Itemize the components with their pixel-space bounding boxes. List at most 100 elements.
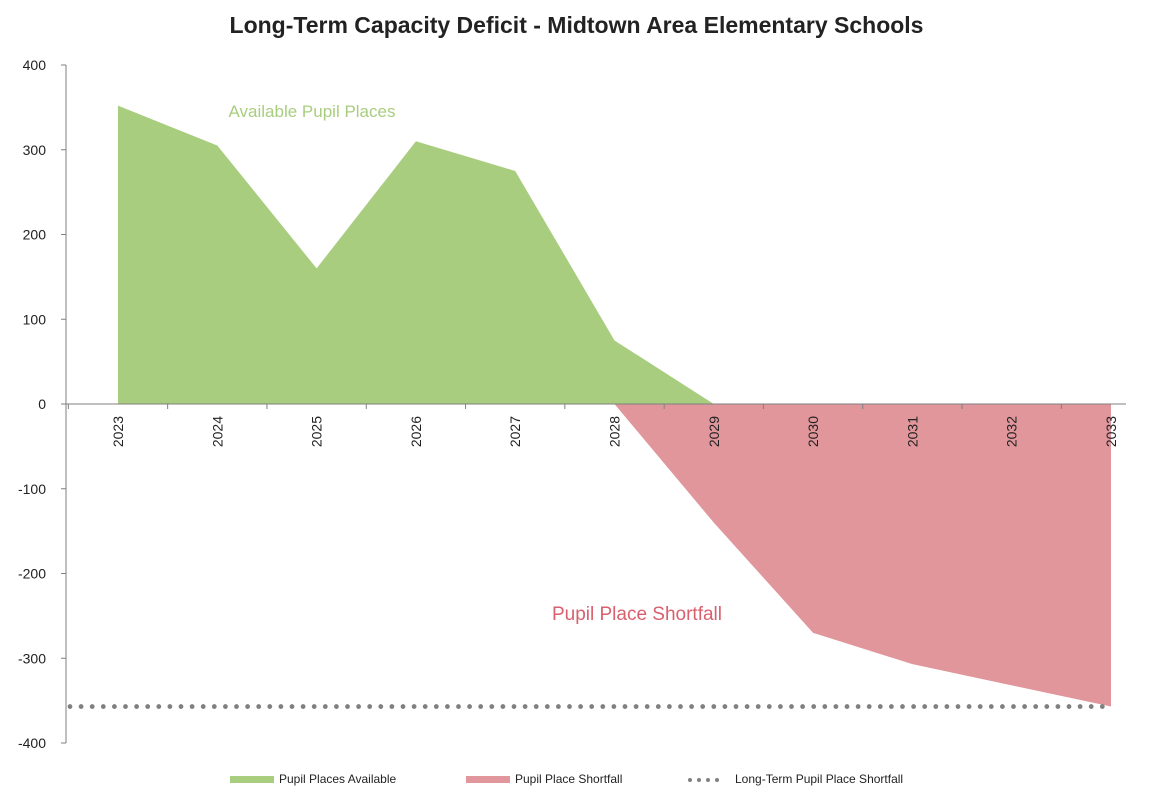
long-term-shortfall-dot (234, 704, 239, 709)
long-term-shortfall-dot (300, 704, 306, 709)
y-tick-label: 300 (23, 142, 47, 158)
long-term-shortfall-dot (322, 704, 328, 709)
long-term-shortfall-dot (345, 704, 350, 709)
long-term-shortfall-dot (933, 704, 939, 709)
long-term-shortfall-dot (389, 704, 395, 709)
long-term-shortfall-dot (256, 704, 262, 709)
long-term-shortfall-dot (977, 704, 983, 709)
long-term-shortfall-dot (378, 704, 384, 709)
long-term-shortfall-dot (433, 704, 439, 709)
long-term-shortfall-dot (1055, 704, 1061, 709)
y-tick-label: -300 (18, 650, 46, 666)
long-term-shortfall-dot (400, 704, 406, 709)
legend: Pupil Places Available Pupil Place Short… (0, 770, 1153, 790)
long-term-shortfall-dot (633, 704, 639, 709)
long-term-shortfall-dot (411, 704, 417, 709)
long-term-shortfall-dot (1088, 704, 1094, 709)
long-term-shortfall-dot (622, 704, 628, 709)
legend-swatch-available (230, 775, 274, 783)
legend-dots-long-term (688, 777, 719, 782)
long-term-shortfall-dot (112, 704, 117, 709)
area-places-available (118, 105, 714, 405)
x-tick-label: 2024 (209, 416, 225, 447)
long-term-shortfall-dot (766, 704, 772, 709)
long-term-shortfall-dot (833, 704, 839, 709)
long-term-shortfall-dot (556, 704, 561, 709)
long-term-shortfall-dot (655, 704, 661, 709)
x-tick-label: 2025 (309, 416, 325, 447)
y-tick-label: 400 (23, 57, 47, 73)
long-term-shortfall-dot (1044, 704, 1050, 709)
long-term-shortfall-dot (722, 704, 728, 709)
long-term-shortfall-dot (589, 704, 595, 709)
long-term-shortfall-dot (445, 704, 450, 709)
long-term-shortfall-dot (1066, 704, 1072, 709)
legend-item-available: Pupil Places Available (230, 770, 396, 788)
x-tick-label: 2026 (408, 416, 424, 447)
long-term-shortfall-dot (922, 704, 928, 709)
long-term-shortfall-dot (578, 704, 583, 709)
long-term-shortfall-dot (678, 704, 683, 709)
long-term-shortfall-dot (267, 704, 273, 709)
long-term-shortfall-dot (167, 704, 173, 709)
legend-label-shortfall: Pupil Place Shortfall (515, 772, 623, 786)
long-term-shortfall-dot (900, 704, 905, 709)
long-term-shortfall-dot (178, 704, 184, 709)
long-term-shortfall-dot (156, 704, 162, 709)
long-term-shortfall-dot (889, 704, 894, 709)
long-term-shortfall-dot (689, 704, 694, 709)
long-term-shortfall-dot (1077, 704, 1083, 709)
long-term-shortfall-dot (600, 704, 606, 709)
long-term-shortfall-dot (700, 704, 706, 709)
long-term-shortfall-dot (245, 704, 251, 709)
long-term-shortfall-dot (278, 704, 284, 709)
long-term-shortfall-dot (1011, 704, 1016, 709)
area-layer (118, 105, 1111, 707)
chart-title: Long-Term Capacity Deficit - Midtown Are… (229, 12, 924, 38)
x-tick-label: 2029 (706, 416, 722, 447)
long-term-shortfall-dot (789, 704, 794, 709)
y-tick-label: -200 (18, 566, 46, 582)
long-term-shortfall-dot (988, 704, 994, 709)
long-term-shortfall-dot (356, 704, 361, 709)
legend-swatch-shortfall (466, 775, 510, 783)
long-term-shortfall-dot (189, 704, 195, 709)
legend-item-shortfall: Pupil Place Shortfall (466, 770, 622, 788)
long-term-shortfall-dot (311, 704, 317, 709)
long-term-shortfall-dot (367, 704, 373, 709)
long-term-shortfall-dot (667, 704, 672, 709)
long-term-shortfall-dot (911, 704, 916, 709)
long-term-shortfall-dot (134, 704, 140, 709)
long-term-shortfall-dot (223, 704, 228, 709)
y-tick-label: 0 (38, 396, 46, 412)
long-term-shortfall-dot (211, 704, 217, 709)
long-term-shortfall-dot (944, 704, 950, 709)
long-term-shortfall-dot (511, 704, 517, 709)
long-term-shortfall-dot (644, 704, 650, 709)
long-term-shortfall-dot (1099, 704, 1105, 709)
long-term-shortfall-dot (456, 704, 461, 709)
x-tick-label: 2031 (904, 416, 920, 447)
long-term-shortfall-dot (755, 704, 761, 709)
long-term-shortfall-dot (811, 704, 817, 709)
legend-item-long-term: Long-Term Pupil Place Shortfall (686, 770, 903, 788)
long-term-shortfall-dot (778, 704, 783, 709)
long-term-shortfall-dot (1022, 704, 1027, 709)
long-term-shortfall-dot (467, 704, 472, 709)
legend-label-long-term: Long-Term Pupil Place Shortfall (735, 772, 904, 786)
x-tick-label: 2027 (507, 416, 523, 447)
long-term-shortfall-dot (67, 704, 73, 709)
long-term-shortfall-dot (522, 704, 528, 709)
y-tick-label: -100 (18, 481, 46, 497)
x-tick-label: 2030 (805, 416, 821, 447)
long-term-shortfall-dot (733, 704, 739, 709)
long-term-shortfall-dot (422, 704, 428, 709)
long-term-shortfall-dot (145, 704, 151, 709)
long-term-shortfall-dot (567, 704, 572, 709)
reference-line-layer (67, 704, 1105, 709)
long-term-shortfall-dot (1000, 704, 1005, 709)
axes: 400 300 200 100 0 -100 -200 -300 -400 2023 2024 202… (18, 57, 1126, 751)
x-tick-label: 2032 (1004, 416, 1020, 447)
legend-label-available: Pupil Places Available (279, 772, 397, 786)
